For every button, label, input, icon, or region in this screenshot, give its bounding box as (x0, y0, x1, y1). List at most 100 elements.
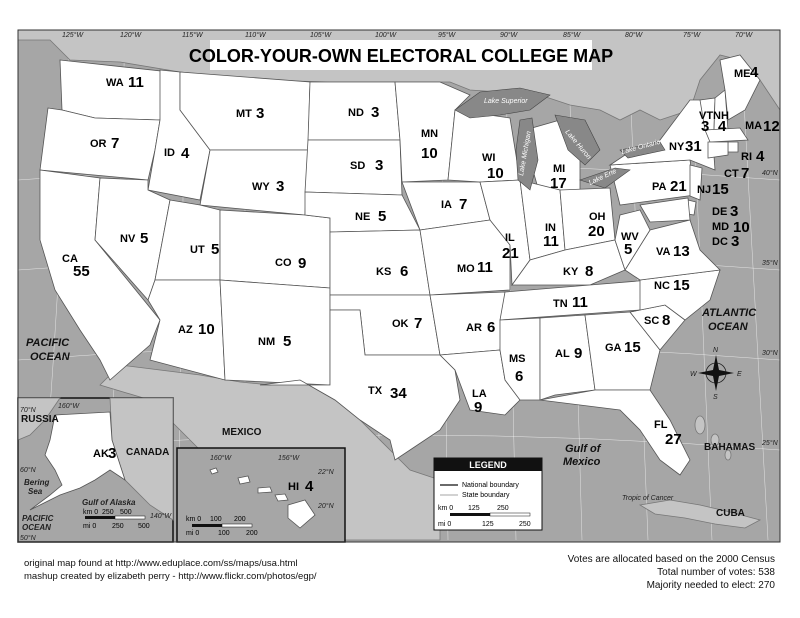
state-al[interactable] (539, 314, 596, 401)
state-abbr: ID (164, 147, 175, 159)
lake-huron (554, 114, 601, 166)
hi-scale-mi: 200 (246, 530, 258, 537)
state-votes: 10 (487, 165, 504, 182)
state-abbr: OR (90, 138, 107, 150)
state-ri[interactable] (727, 141, 739, 153)
state-nj[interactable] (689, 164, 703, 201)
state-votes: 10 (198, 321, 215, 338)
state-abbr: HI (288, 481, 299, 493)
state-nm[interactable] (219, 279, 331, 386)
electoral-map: COLOR-YOUR-OWN ELECTORAL COLLEGE MAP 125… (17, 29, 781, 543)
bering-sea-label: Bering (24, 478, 49, 487)
legend-scale-mi: mi 0 (438, 521, 451, 528)
state-wi[interactable] (447, 109, 521, 183)
ak-scale-km: 250 (102, 509, 114, 516)
state-abbr: IA (441, 199, 452, 211)
russia-label: RUSSIA (21, 414, 59, 425)
state-votes: 15 (673, 277, 690, 294)
ak-lat-label: 50°N (20, 534, 37, 542)
state-abbr: WA (106, 77, 124, 89)
state-abbr: WV (621, 231, 639, 243)
compass-w: W (690, 371, 698, 378)
state-abbr: TX (368, 385, 383, 397)
state-abbr: OK (392, 318, 409, 330)
ak-scale-mi: 500 (138, 523, 150, 530)
state-ma[interactable] (704, 127, 749, 143)
state-votes: 4 (181, 145, 190, 162)
state-abbr: NC (654, 280, 670, 292)
hi-lat-label: 20°N (317, 502, 335, 510)
state-abbr: NY (669, 141, 685, 153)
legend-scale-km: 125 (468, 505, 480, 512)
lon-label: 90°W (500, 31, 519, 39)
state-votes: 20 (588, 223, 605, 240)
hi-scale-mi: 100 (218, 530, 230, 537)
state-abbr: AR (466, 322, 482, 334)
ak-scale-km: 500 (120, 509, 132, 516)
latitude-labels: 40°N 35°N 30°N 25°N (761, 169, 779, 447)
lon-label: 70°W (735, 31, 754, 39)
state-abbr: MS (509, 353, 526, 365)
state-abbr: WI (482, 152, 495, 164)
legend-scale-mi: 250 (519, 521, 531, 528)
state-fl[interactable] (539, 389, 691, 476)
state-md[interactable] (639, 197, 691, 223)
state-votes: 5 (378, 208, 386, 225)
us-states (39, 54, 761, 476)
state-co[interactable] (219, 209, 331, 289)
state-votes: 4 (718, 118, 727, 135)
census-note: Votes are allocated based on the 2000 Ce… (567, 554, 775, 565)
compass-rose: N S W E (690, 347, 742, 401)
pacific-ocean-label: PACIFIC (26, 337, 70, 349)
state-abbr: FL (654, 419, 668, 431)
compass-s: S (713, 394, 718, 401)
credit-author: mashup created by elizabeth perry - http… (24, 571, 317, 582)
compass-e: E (737, 371, 742, 378)
state-abbr: WY (252, 181, 270, 193)
state-ct[interactable] (707, 141, 729, 159)
lon-label: 85°W (563, 31, 582, 39)
alaska-inset: RUSSIA CANADA Bering Sea Gulf of Alaska … (17, 397, 174, 543)
lat-label: 40°N (762, 169, 779, 177)
state-votes: 3 (731, 233, 739, 250)
hi-scale-km: km 0 (186, 516, 201, 523)
state-abbr: DE (712, 206, 727, 218)
state-votes: 3 (371, 104, 379, 121)
state-abbr: CA (62, 253, 78, 265)
majority-needed: Majority needed to elect: 270 (646, 580, 775, 591)
state-wv[interactable] (614, 209, 651, 271)
hi-scale-km: 100 (210, 516, 222, 523)
state-votes: 17 (550, 175, 567, 192)
lat-label: 35°N (762, 259, 779, 267)
state-votes: 7 (459, 196, 467, 213)
lake-superior-label: Lake Superior (484, 98, 528, 105)
state-votes: 6 (515, 368, 523, 385)
state-abbr: AL (555, 348, 570, 360)
lon-label: 105°W (310, 31, 332, 39)
lon-label: 75°W (683, 31, 702, 39)
state-mo[interactable] (419, 219, 511, 296)
state-oh[interactable] (559, 187, 616, 251)
state-ga[interactable] (584, 311, 661, 391)
state-abbr: AZ (178, 324, 193, 336)
state-abbr: KY (563, 266, 579, 278)
state-abbr: MA (745, 120, 762, 132)
state-ks[interactable] (329, 229, 431, 296)
state-votes: 4 (756, 148, 765, 165)
state-abbr: NJ (697, 184, 711, 196)
state-nc[interactable] (629, 269, 721, 321)
state-me[interactable] (719, 54, 761, 121)
state-abbr: SD (350, 160, 365, 172)
bering-sea-label-2: Sea (28, 487, 43, 496)
ak-lon-label: 140°W (150, 512, 172, 520)
hi-scale-mi: mi 0 (186, 530, 199, 537)
state-abbr: MN (421, 128, 438, 140)
state-votes: 5 (211, 241, 219, 258)
total-votes: Total number of votes: 538 (657, 567, 775, 578)
state-abbr: AK (93, 448, 109, 460)
state-abbr: ND (348, 107, 364, 119)
state-votes: 21 (502, 245, 519, 262)
lon-label: 80°W (625, 31, 644, 39)
state-tx[interactable] (259, 309, 461, 461)
state-votes: 7 (111, 135, 119, 152)
